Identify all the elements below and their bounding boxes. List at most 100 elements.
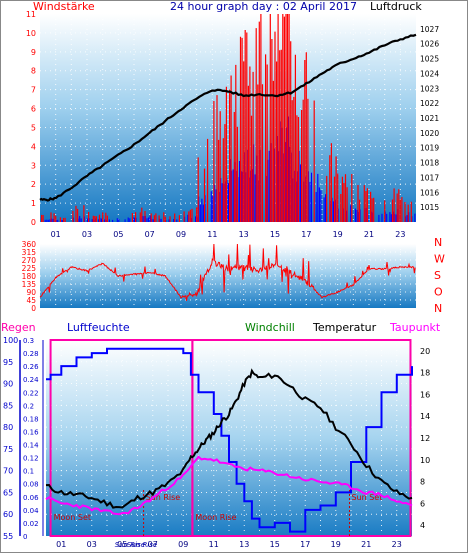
wind-tick-label: 6 [31, 105, 36, 114]
sunrise-axis-mark: Sun Rise [115, 541, 145, 549]
wind-tick-label: 10 [26, 29, 36, 38]
wind-axis-title: Windstärke [33, 0, 95, 13]
hour-tick-label: 09 [176, 230, 186, 239]
moon-event-label: Moon Set [54, 513, 91, 522]
rain-tick-label: 0.06 [23, 494, 39, 502]
hour-tick-label: 13 [239, 230, 249, 239]
direction-tick-label: 180 [22, 272, 37, 281]
windchill-title: Windchill [245, 321, 295, 334]
rain-tick-label: 0.2 [23, 402, 34, 410]
rain-tick-label: 0.26 [23, 363, 39, 371]
hour-tick-label: 17 [300, 540, 310, 549]
direction-tick-label: 225 [22, 264, 37, 273]
temperature-tick-label: 6 [420, 499, 425, 508]
wind-tick-label: 5 [31, 123, 36, 132]
wind-direction-line [39, 243, 416, 301]
temperature-tick-label: 12 [420, 434, 430, 443]
humidity-tick-label: 75 [3, 445, 13, 454]
pressure-tick-label: 1016 [420, 188, 439, 197]
temperature-tick-label: 16 [420, 390, 430, 399]
hour-tick-label: 07 [148, 540, 158, 549]
hour-tick-label: 05 [117, 540, 127, 549]
pressure-scale: 1015 1016 1017 1018 1019 1020 1021 1022 1023 1024… [420, 25, 439, 212]
hour-axis-top: 01 03 05 07 09 11 13 15 17 19 21 23 [51, 230, 406, 239]
humidity-tick-label: 90 [3, 380, 13, 389]
wind-tick-label: 0 [31, 218, 36, 227]
wind-tick-label: 9 [31, 48, 36, 57]
pressure-tick-label: 1018 [420, 159, 439, 168]
moon-period-box [191, 339, 412, 537]
humidity-tick-label: 55 [3, 532, 13, 541]
pressure-tick-label: 1023 [420, 84, 439, 93]
dewpoint-title: Taupunkt [389, 321, 441, 334]
wind-tick-label: 2 [31, 180, 36, 189]
rain-tick-label: 0.12 [23, 455, 39, 463]
moon-event-label: Moon Rise [195, 513, 236, 522]
compass-label: N [434, 302, 442, 315]
humidity-tick-label: 70 [3, 467, 13, 476]
wind-tick-label: 7 [31, 86, 36, 95]
wind-bars [40, 14, 412, 222]
pressure-tick-label: 1017 [420, 173, 439, 182]
humidity-scale: 55 60 65 70 75 80 85 90 95 100 [3, 336, 21, 541]
rain-tick-label: 0.14 [23, 442, 39, 450]
pressure-tick-label: 1019 [420, 144, 439, 153]
hour-tick-label: 21 [364, 230, 374, 239]
hour-tick-label: 11 [209, 540, 219, 549]
rain-tick-label: 0.02 [23, 520, 39, 528]
wind-direction-grid [40, 244, 416, 308]
rain-tick-label: 0.18 [23, 415, 39, 423]
compass-label: N [434, 236, 442, 249]
pressure-line [39, 33, 417, 202]
humidity-tick-label: 60 [3, 510, 13, 519]
sun-event-label: Sun Set [351, 493, 382, 502]
pressure-tick-label: 1021 [420, 114, 439, 123]
hour-tick-label: 17 [301, 230, 311, 239]
temperature-tick-label: 10 [420, 456, 430, 465]
temperature-line [45, 368, 413, 509]
humidity-tick-label: 95 [3, 358, 13, 367]
pressure-tick-label: 1020 [420, 129, 439, 138]
rain-tick-label: 0 [23, 533, 27, 541]
humidity-axis-title: Luftfeuchte [67, 321, 130, 334]
compass-label: S [434, 269, 441, 282]
rain-scale: 0 0.02 0.04 0.06 0.08 0.1 0.12 0.14 0.16 0.18 0.2 0… [23, 337, 44, 541]
compass-label: W [434, 253, 445, 266]
wind-tick-label: 8 [31, 67, 36, 76]
hour-tick-label: 09 [178, 540, 188, 549]
sun-event-label: Sun Rise [146, 493, 181, 502]
hour-tick-label: 23 [395, 230, 405, 239]
rain-tick-label: 0.16 [23, 428, 39, 436]
pressure-tick-label: 1027 [420, 25, 439, 34]
hour-tick-label: 03 [87, 540, 97, 549]
hour-tick-label: 21 [361, 540, 371, 549]
hour-tick-label: 15 [270, 540, 280, 549]
humidity-line [46, 347, 413, 533]
direction-tick-label: 90 [26, 288, 36, 297]
rain-tick-label: 0.22 [23, 389, 39, 397]
hour-tick-label: 19 [331, 540, 341, 549]
pressure-tick-label: 1026 [420, 40, 439, 49]
hour-tick-label: 13 [239, 540, 249, 549]
wind-tick-label: 3 [31, 161, 36, 170]
humidity-tick-label: 65 [3, 488, 13, 497]
hour-tick-label: 23 [392, 540, 402, 549]
pressure-axis-title: Luftdruck [370, 0, 422, 13]
humidity-tick-label: 100 [3, 336, 18, 345]
rain-tick-label: 0.1 [23, 468, 34, 476]
hour-tick-label: 03 [82, 230, 92, 239]
hour-tick-label: 01 [56, 540, 66, 549]
direction-tick-label: 135 [22, 280, 37, 289]
wind-scale: 0 1 2 3 4 5 6 7 8 9 10 11 [26, 10, 36, 227]
temperature-tick-label: 14 [420, 412, 430, 421]
rain-axis-title: Regen [1, 321, 36, 334]
wind-direction-plot-area [40, 244, 416, 308]
temperature-tick-label: 18 [420, 369, 430, 378]
astronomy-events: Moon Set Sun Rise Moon Rise Sun Set [49, 339, 412, 537]
direction-tick-label: 360 [22, 240, 37, 249]
chart-title: 24 hour graph day : 02 April 2017 [170, 0, 357, 13]
